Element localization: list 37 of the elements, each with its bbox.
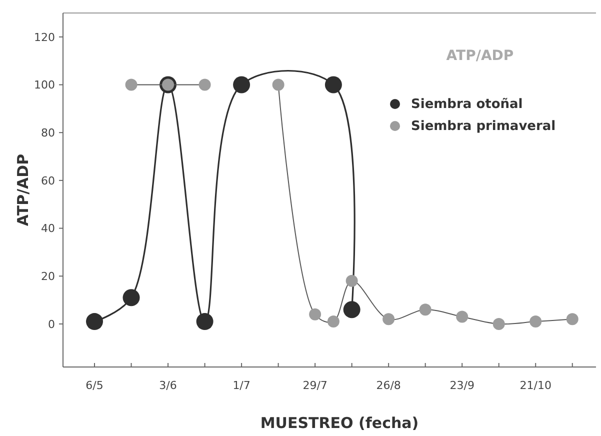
point [198,78,211,91]
point [233,76,250,94]
point [125,78,138,91]
point [566,313,578,326]
point [196,313,214,330]
x-tick-label: 6/5 [86,379,104,392]
point [324,76,342,94]
point [492,318,505,330]
legend-label: Siembra otoñal [411,97,523,112]
y-axis-title: ATP/ADP [14,154,32,226]
x-tick-label: 23/9 [450,379,474,392]
x-tick-label: 29/7 [302,379,328,392]
y-tick-label: 0 [48,318,55,331]
y-tick-label: 80 [41,126,55,140]
x-tick-label: 26/8 [376,379,401,392]
y-tick-label: 100 [34,78,55,92]
legend-label: Siembra primaveral [411,119,556,134]
point [272,78,284,91]
x-tick-label: 21/10 [520,379,552,392]
text: ATP/ADP [446,48,514,64]
point [530,316,542,328]
point [419,304,432,316]
y-tick-label: 40 [41,222,55,236]
point [122,289,140,306]
y-tick-label: 120 [34,30,55,44]
x-tick-label: 3/6 [159,379,177,392]
x-tick-label: 1/7 [232,379,250,392]
point [327,316,340,328]
point [456,310,468,323]
point [382,313,395,326]
y-tick-label: 60 [41,174,55,188]
point [86,313,104,330]
point [343,301,360,318]
y-tick-label: 20 [41,270,55,283]
x-axis-title: MUESTREO (fecha) [260,414,419,432]
point [346,274,358,287]
point [309,308,322,320]
